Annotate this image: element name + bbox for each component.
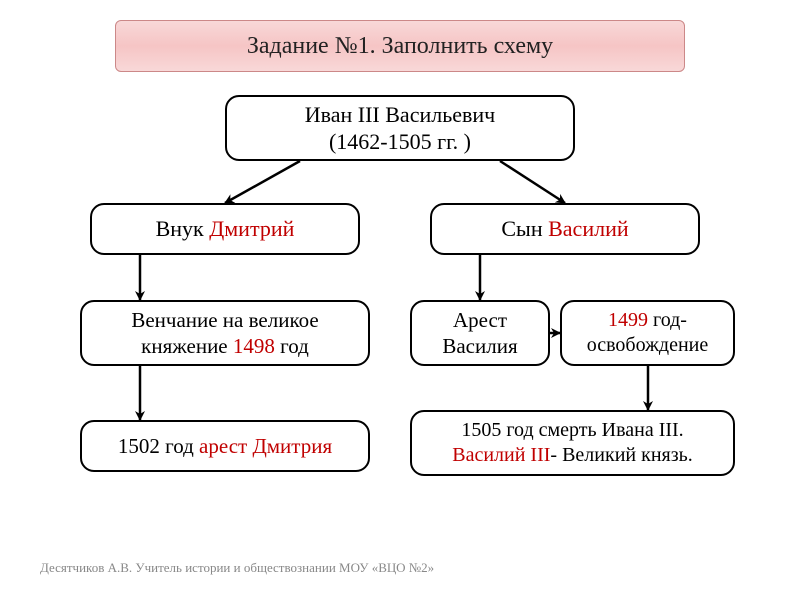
node-arrest-dmitry: 1502 год арест Дмитрия [80, 420, 370, 472]
node-ivan-iii: Иван III Васильевич(1462-1505 гг. ) [225, 95, 575, 161]
node-son-vasily: Сын Василий [430, 203, 700, 255]
task-title: Задание №1. Заполнить схему [115, 20, 685, 72]
node-arrest-vasily: АрестВасилия [410, 300, 550, 366]
node-release-1499: 1499 год-освобождение [560, 300, 735, 366]
node-grandson-dmitry: Внук Дмитрий [90, 203, 360, 255]
footer-text: Десятчиков А.В. Учитель истории и общест… [40, 560, 434, 575]
node-death-1505: 1505 год смерть Ивана III.Василий III- В… [410, 410, 735, 476]
node-coronation-1498: Венчание на великоекняжение 1498 год [80, 300, 370, 366]
footer-credit: Десятчиков А.В. Учитель истории и общест… [40, 560, 434, 576]
